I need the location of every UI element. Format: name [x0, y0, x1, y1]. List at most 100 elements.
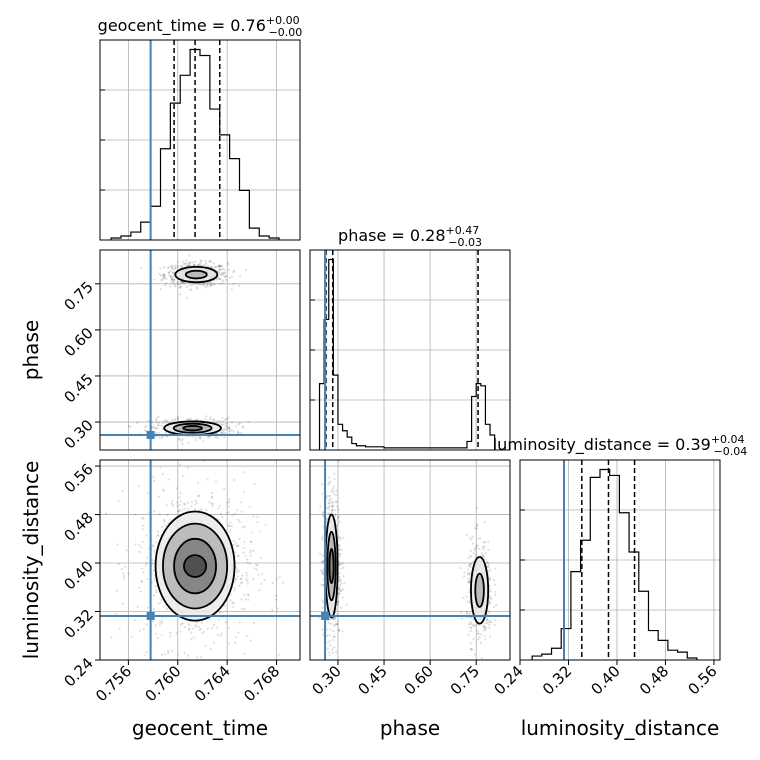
sample-point	[151, 620, 154, 623]
sample-point	[96, 626, 98, 628]
sample-point	[225, 428, 228, 431]
ytick-label-luminosity-distance: 0.48	[60, 509, 96, 545]
sample-point	[487, 564, 491, 567]
sample-point	[196, 656, 199, 659]
sample-point	[121, 489, 124, 493]
sample-point	[156, 530, 160, 533]
sample-point	[220, 273, 223, 276]
sample-point	[151, 545, 154, 548]
sample-point	[243, 490, 246, 493]
sample-point	[337, 592, 340, 595]
sample-point	[176, 283, 179, 286]
sample-point	[469, 564, 472, 567]
sample-point	[330, 505, 333, 509]
sample-point	[341, 536, 345, 539]
sample-point	[138, 629, 141, 632]
sample-point	[274, 594, 277, 597]
sample-point	[338, 586, 341, 589]
sample-point	[328, 639, 332, 642]
sample-point	[470, 626, 473, 630]
sample-point	[475, 527, 478, 530]
sample-point	[198, 283, 201, 286]
sample-point	[229, 521, 232, 524]
sample-point	[333, 635, 336, 638]
sample-point	[208, 284, 211, 287]
sample-point	[250, 549, 253, 552]
sample-point	[243, 541, 246, 544]
sample-point	[335, 523, 339, 526]
sample-point	[182, 454, 184, 456]
sample-point	[244, 554, 247, 557]
sample-point	[195, 501, 199, 504]
sample-point	[475, 524, 479, 527]
sample-point	[473, 623, 476, 626]
ytick-label-luminosity-distance: 0.40	[60, 557, 96, 593]
sample-point	[487, 548, 490, 552]
sample-point	[328, 644, 332, 647]
sample-point	[328, 502, 331, 505]
sample-point	[180, 265, 183, 268]
sample-point	[157, 602, 161, 605]
sample-point	[176, 487, 179, 490]
sample-point	[469, 536, 472, 540]
sample-point	[191, 662, 193, 664]
sample-point	[198, 264, 201, 267]
sample-point	[242, 471, 245, 474]
sample-point	[468, 581, 471, 584]
sample-point	[226, 422, 229, 425]
sample-point	[465, 612, 468, 615]
sample-point	[172, 504, 175, 507]
sample-point	[217, 507, 220, 510]
sample-point	[487, 609, 490, 613]
sample-point	[467, 577, 470, 580]
sample-point	[338, 563, 341, 566]
sample-point	[140, 580, 143, 583]
sample-point	[238, 275, 242, 278]
sample-point	[321, 600, 325, 604]
sample-point	[167, 478, 170, 481]
sample-point	[170, 502, 173, 505]
sample-point	[321, 492, 324, 495]
sample-point	[219, 512, 223, 515]
sample-point	[165, 607, 168, 611]
sample-point	[224, 278, 228, 281]
sample-point	[240, 577, 243, 580]
sample-point	[232, 540, 235, 543]
sample-point	[487, 619, 491, 622]
panel-luminosity-distance-vs-geocent-time	[96, 454, 300, 664]
sample-point	[218, 264, 221, 268]
sample-point	[230, 275, 233, 278]
sample-point	[182, 281, 185, 284]
histogram-luminosity-distance	[531, 468, 698, 660]
sample-point	[232, 602, 235, 605]
sample-point	[223, 436, 226, 439]
sample-point	[228, 429, 231, 432]
sample-point	[328, 654, 332, 657]
sample-point	[246, 582, 250, 585]
sample-point	[193, 264, 196, 267]
sample-point	[218, 264, 222, 268]
sample-point	[337, 544, 340, 547]
sample-point	[232, 543, 235, 547]
sample-point	[486, 561, 490, 565]
sample-point	[469, 647, 473, 651]
sample-point	[194, 503, 197, 506]
sample-point	[331, 651, 334, 654]
sample-point	[245, 558, 249, 561]
sample-point	[207, 265, 210, 268]
sample-point	[221, 267, 224, 270]
sample-point	[467, 564, 471, 567]
sample-point	[485, 618, 489, 621]
sample-point	[165, 504, 168, 507]
sample-point	[340, 549, 343, 552]
sample-point	[141, 528, 145, 531]
sample-point	[473, 549, 476, 552]
sample-point	[338, 520, 341, 523]
sample-point	[336, 612, 339, 616]
histogram-phase	[318, 258, 496, 450]
sample-point	[240, 581, 244, 584]
sample-point	[191, 261, 194, 264]
sample-point	[341, 588, 345, 591]
sample-point	[341, 663, 343, 665]
sample-point	[222, 280, 225, 284]
